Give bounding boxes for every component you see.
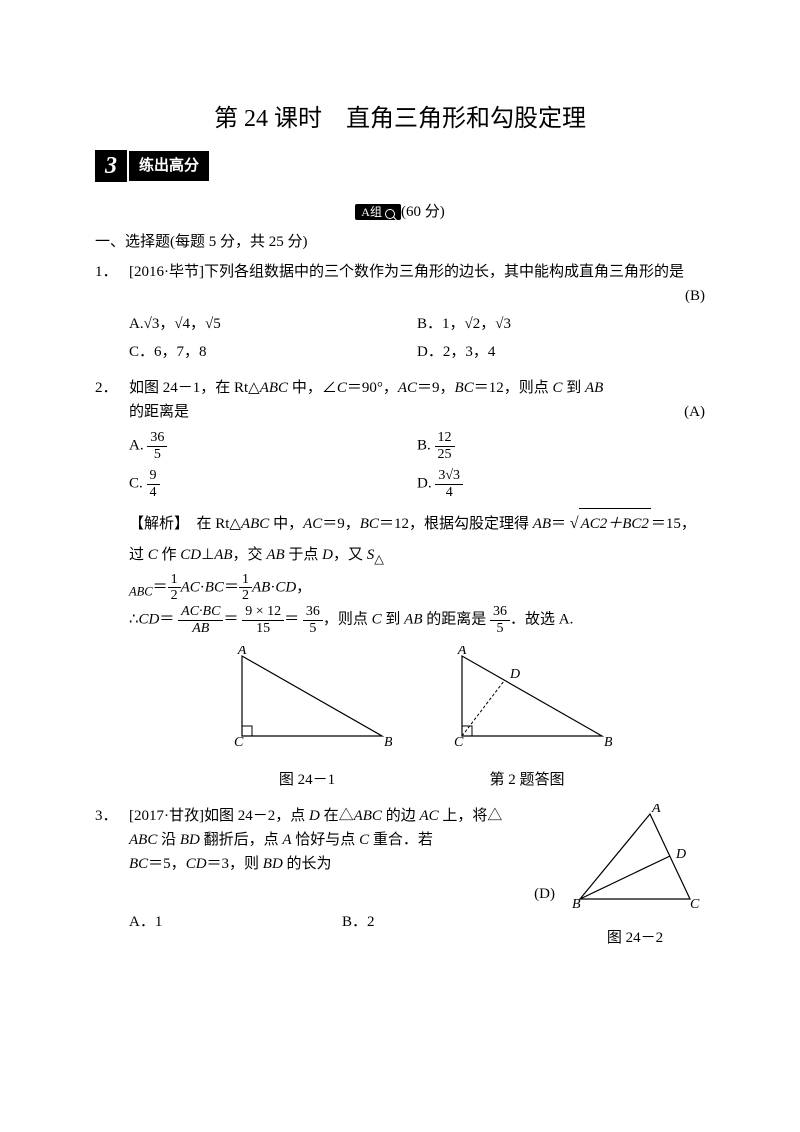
- fig3-caption: 图 24－2: [565, 926, 705, 950]
- q1-answer: (B): [685, 284, 705, 308]
- q2-answer: (A): [684, 400, 705, 424]
- q2-choice-a: A. 365: [129, 430, 417, 462]
- q1-choice-a: A.√3，√4，√5: [129, 312, 417, 336]
- q3-text: [2017·甘孜]如图 24－2，点 D 在△ABC 的边 AC 上，将△ AB…: [129, 804, 555, 876]
- svg-text:A: A: [237, 646, 247, 658]
- figure-24-2: A B C D 图 24－2: [565, 804, 705, 950]
- section-heading: 一、选择题(每题 5 分，共 25 分): [95, 230, 705, 254]
- q2-explanation: 【解析】 在 Rt△ABC 中，AC＝9，BC＝12，根据勾股定理得 AB＝ √…: [129, 508, 705, 636]
- q1-choice-c: C．6，7，8: [129, 340, 417, 364]
- question-2: 2． 如图 24－1，在 Rt△ABC 中，∠C＝90°，AC＝9，BC＝12，…: [95, 376, 705, 792]
- q1-choice-d: D．2，3，4: [417, 340, 705, 364]
- svg-text:D: D: [509, 667, 520, 682]
- q2-tail: 的距离是: [129, 400, 189, 424]
- q2-choice-c: C. 94: [129, 468, 417, 500]
- q3-choice-b: B．2: [342, 910, 555, 934]
- figure-24-1: A C B 图 24－1: [222, 646, 392, 792]
- q2-text: 如图 24－1，在 Rt△ABC 中，∠C＝90°，AC＝9，BC＝12，则点 …: [129, 380, 603, 396]
- svg-text:B: B: [604, 735, 612, 750]
- svg-text:A: A: [651, 804, 661, 816]
- section-label: 练出高分: [129, 151, 209, 181]
- svg-text:A: A: [457, 646, 467, 658]
- group-row: A组 (60 分): [95, 200, 705, 224]
- svg-text:C: C: [454, 735, 464, 750]
- svg-text:D: D: [675, 847, 686, 862]
- q2-number: 2．: [95, 376, 129, 400]
- svg-text:B: B: [572, 897, 581, 912]
- group-badge: A组: [355, 204, 401, 220]
- question-3: 3． [2017·甘孜]如图 24－2，点 D 在△ABC 的边 AC 上，将△…: [95, 804, 705, 950]
- page-title: 第 24 课时 直角三角形和勾股定理: [95, 100, 705, 138]
- section-number: 3: [95, 150, 127, 182]
- fig2-caption: 第 2 题答图: [442, 768, 612, 792]
- q3-number: 3．: [95, 804, 129, 876]
- svg-text:C: C: [234, 735, 244, 750]
- q1-choice-b: B．1，√2，√3: [417, 312, 705, 336]
- search-icon: [385, 209, 395, 219]
- q1-number: 1．: [95, 260, 129, 284]
- q3-answer: (D): [534, 882, 555, 906]
- figure-q2-answer: A C B D 第 2 题答图: [442, 646, 612, 792]
- fig1-caption: 图 24－1: [222, 768, 392, 792]
- svg-text:B: B: [384, 735, 392, 750]
- q1-text: [2016·毕节]下列各组数据中的三个数作为三角形的边长，其中能构成直角三角形的…: [129, 264, 684, 280]
- section-bar: 3 练出高分: [95, 150, 705, 182]
- q2-choice-b: B. 1225: [417, 430, 705, 462]
- svg-text:C: C: [690, 897, 700, 912]
- group-points: (60 分): [401, 204, 445, 220]
- q3-choice-a: A．1: [129, 910, 342, 934]
- q2-choice-d: D. 3√34: [417, 468, 705, 500]
- question-1: 1． [2016·毕节]下列各组数据中的三个数作为三角形的边长，其中能构成直角三…: [95, 260, 705, 364]
